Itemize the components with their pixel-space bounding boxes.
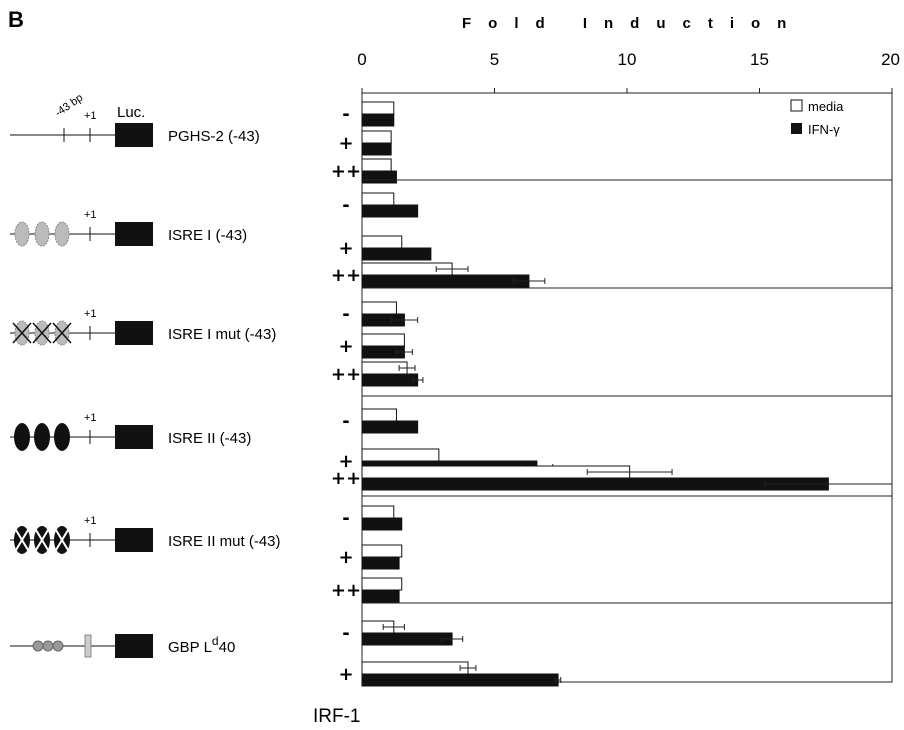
luciferase-box xyxy=(115,222,153,246)
bar-media xyxy=(361,158,392,172)
bar-media xyxy=(361,235,403,249)
bar-media xyxy=(361,192,395,206)
bp-label: -43 bp xyxy=(53,92,85,120)
dose-label: - xyxy=(342,411,349,432)
x-axis-title: Fold Induction xyxy=(462,15,803,32)
mutation-mark xyxy=(35,529,49,551)
gbp-site xyxy=(52,640,64,652)
luciferase-box xyxy=(115,634,153,658)
legend: media IFN-γ xyxy=(790,99,844,137)
mutation-mark xyxy=(52,322,72,344)
bar-ifn xyxy=(361,170,397,184)
bar-media xyxy=(361,101,395,115)
bar-ifn xyxy=(361,204,419,218)
tss-label: +1 xyxy=(84,110,97,122)
isre-site xyxy=(14,423,30,451)
mutation-mark xyxy=(32,322,52,344)
dose-label: ++ xyxy=(331,468,361,489)
tss-label: +1 xyxy=(84,412,97,424)
bar-media xyxy=(361,544,403,558)
dose-label: ++ xyxy=(331,364,361,385)
bar-media xyxy=(361,408,397,422)
bar-media xyxy=(361,505,395,519)
tss-label: +1 xyxy=(84,515,97,527)
mutation-mark xyxy=(12,322,32,344)
tss-label: +1 xyxy=(84,209,97,221)
x-tick-label: 0 xyxy=(357,50,366,69)
dose-label: ++ xyxy=(331,580,361,601)
dose-label: + xyxy=(338,451,353,472)
isre-site xyxy=(34,423,50,451)
x-tick-label: 10 xyxy=(618,50,637,69)
isre-site xyxy=(34,221,50,247)
isre-site xyxy=(54,221,70,247)
legend-label-media: media xyxy=(808,99,844,114)
dose-label: + xyxy=(338,547,353,568)
legend-swatch-ifn xyxy=(791,123,802,134)
bar-ifn xyxy=(361,556,400,570)
construct-label: PGHS-2 (-43) xyxy=(168,128,260,145)
dose-label: + xyxy=(338,336,353,357)
dose-label: - xyxy=(342,195,349,216)
x-tick-label: 20 xyxy=(881,50,900,69)
isre-site xyxy=(54,423,70,451)
mutation-mark xyxy=(55,529,69,551)
bar-ifn xyxy=(361,673,559,687)
x-axis-ticks: 0 5 10 15 20 xyxy=(357,50,900,93)
gbp-site xyxy=(32,640,44,652)
construct-label: ISRE II mut (-43) xyxy=(168,533,281,550)
isre-site xyxy=(14,221,30,247)
luciferase-box xyxy=(115,425,153,449)
construct-label: GBP Ld40 xyxy=(168,634,235,656)
gbp-element xyxy=(84,634,92,658)
construct-label: ISRE I (-43) xyxy=(168,227,247,244)
construct-label: ISRE II (-43) xyxy=(168,430,251,447)
bar-ifn xyxy=(361,420,419,434)
legend-label-ifn: IFN-γ xyxy=(808,122,840,137)
plot-frame xyxy=(361,92,893,683)
bar-ifn xyxy=(361,477,829,491)
luciferase-box xyxy=(115,528,153,552)
bar-ifn xyxy=(361,632,453,646)
dose-label: - xyxy=(342,104,349,125)
x-tick-label: 15 xyxy=(750,50,769,69)
bar-ifn xyxy=(361,373,419,387)
luciferase-box xyxy=(115,123,153,147)
dose-label: + xyxy=(338,238,353,259)
gbp-site xyxy=(42,640,54,652)
bar-ifn xyxy=(361,274,530,288)
panel-letter: B xyxy=(8,7,24,32)
dose-label: ++ xyxy=(331,265,361,286)
mutation-mark xyxy=(15,529,29,551)
bar-media xyxy=(361,301,397,315)
bar-ifn xyxy=(361,517,403,531)
bar-ifn xyxy=(361,142,392,156)
plot-area: -+++-+++-+++-+++-+++-+ xyxy=(331,92,893,687)
tss-label: +1 xyxy=(84,308,97,320)
bar-ifn xyxy=(361,247,432,261)
dose-label: - xyxy=(342,623,349,644)
bar-media xyxy=(361,577,403,591)
dose-label: + xyxy=(338,664,353,685)
construct-label: ISRE I mut (-43) xyxy=(168,326,276,343)
luc-label: Luc. xyxy=(117,104,145,121)
bottom-label: IRF-1 xyxy=(313,706,361,727)
dose-label: ++ xyxy=(331,161,361,182)
dose-label: + xyxy=(338,133,353,154)
legend-swatch-media xyxy=(790,99,803,112)
luciferase-box xyxy=(115,321,153,345)
bar-media xyxy=(361,130,392,144)
bar-ifn xyxy=(361,113,395,127)
dose-label: - xyxy=(342,508,349,529)
bar-media xyxy=(361,333,405,347)
bar-ifn xyxy=(361,589,400,603)
bar-media xyxy=(361,661,469,675)
bar-media xyxy=(361,448,440,462)
x-tick-label: 5 xyxy=(490,50,499,69)
dose-label: - xyxy=(342,304,349,325)
